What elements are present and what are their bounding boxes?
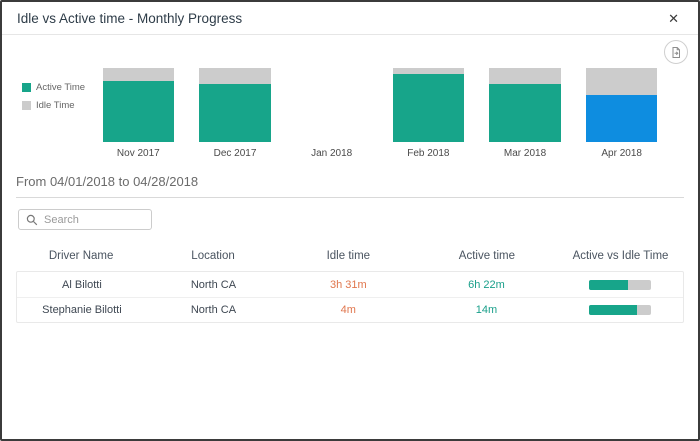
chart-bars: Nov 2017 Dec 2017 Jan 2018 Feb 2018 Mar 2018…: [90, 68, 670, 159]
column-header: Active time: [458, 250, 516, 262]
active-fill: [588, 305, 638, 315]
category-label: Dec 2017: [213, 148, 257, 159]
idle-time-cell: 3h 31m: [329, 278, 367, 291]
active-vs-idle-bar: [588, 305, 651, 315]
chart-column: Feb 2018: [380, 68, 477, 159]
idle-time-cell: 4m: [340, 304, 356, 316]
dialog-header: Idle vs Active time - Monthly Progress ✕: [2, 2, 698, 35]
chart-column: Apr 2018: [573, 68, 670, 159]
dialog-title: Idle vs Active time - Monthly Progress: [17, 10, 243, 26]
idle-segment: [489, 68, 561, 85]
table-header: Driver Name Location Idle time Active time A…: [16, 246, 684, 271]
table-row[interactable]: Al Bilotti North CA 3h 31m 6h 22m: [17, 272, 683, 297]
bar-area: [187, 68, 284, 142]
driver-name-cell: Stephanie Bilotti: [42, 304, 122, 316]
active-time-cell: 6h 22m: [468, 278, 505, 291]
table-body: Al Bilotti North CA 3h 31m 6h 22m Stephanie …: [16, 271, 684, 323]
category-label: Mar 2018: [503, 148, 547, 159]
bar-area: [283, 68, 380, 142]
period-divider: [16, 197, 684, 198]
bar-nov-2017[interactable]: [102, 68, 175, 142]
chart-column: Dec 2017: [187, 68, 284, 159]
category-label: Jan 2018: [311, 148, 353, 159]
location-cell: North CA: [190, 278, 237, 291]
search-box[interactable]: [18, 209, 152, 230]
active-vs-idle-cell: [556, 279, 683, 290]
export-report-button[interactable]: [664, 40, 688, 64]
bar-area: [380, 68, 477, 142]
export-report-icon: [672, 46, 680, 58]
toolbar: [2, 35, 698, 64]
idle-segment: [199, 68, 271, 85]
legend-swatch: [22, 83, 31, 92]
close-icon[interactable]: ✕: [668, 10, 679, 26]
legend-label: Active Time: [36, 82, 86, 93]
active-segment: [585, 94, 658, 142]
active-time-cell: 14m: [475, 304, 498, 316]
active-segment: [102, 80, 175, 142]
bar-area: [477, 68, 574, 142]
bar-area: [90, 68, 187, 142]
chart-column: Jan 2018: [283, 68, 380, 159]
active-vs-idle-cell: [556, 305, 683, 315]
category-label: Nov 2017: [116, 148, 160, 159]
idle-segment: [585, 68, 658, 95]
drivers-table: Driver Name Location Idle time Active time A…: [16, 246, 684, 323]
period-section: From 04/01/2018 to 04/28/2018: [16, 174, 684, 198]
legend-label: Idle Time: [36, 100, 75, 111]
bar-mar-2018[interactable]: [489, 68, 561, 142]
bar-feb-2018[interactable]: [392, 68, 465, 142]
column-header: Location: [191, 250, 235, 262]
search-input[interactable]: [44, 213, 144, 226]
active-segment: [392, 73, 465, 142]
active-vs-idle-bar: [588, 279, 651, 290]
legend-swatch: [22, 101, 31, 110]
bar-apr-2018[interactable]: [585, 68, 658, 142]
chart-column: Nov 2017: [90, 68, 187, 159]
bar-dec-2017[interactable]: [199, 68, 271, 142]
chart-column: Mar 2018: [477, 68, 574, 159]
category-label: Apr 2018: [601, 148, 642, 159]
legend-item-active[interactable]: Active Time: [22, 82, 90, 93]
legend-item-idle[interactable]: Idle Time: [22, 100, 90, 111]
idle-segment: [102, 68, 175, 81]
driver-name-cell: Al Bilotti: [62, 278, 102, 291]
search-icon: [26, 214, 38, 225]
chart-legend: Active Time Idle Time: [22, 68, 90, 159]
period-label: From 04/01/2018 to 04/28/2018: [16, 174, 199, 189]
bar-area: [573, 68, 670, 142]
active-segment: [489, 84, 561, 142]
active-segment: [199, 84, 271, 142]
column-header: Idle time: [326, 250, 371, 262]
table-row[interactable]: Stephanie Bilotti North CA 4m 14m: [17, 297, 683, 322]
active-fill: [588, 279, 629, 290]
location-cell: North CA: [190, 304, 237, 316]
category-label: Feb 2018: [407, 148, 450, 159]
idle-segment: [392, 68, 465, 74]
column-header: Active vs Idle Time: [572, 250, 669, 262]
column-header: Driver Name: [48, 250, 114, 262]
monthly-progress-chart: Active Time Idle Time Nov 2017 Dec 2017 Jan…: [22, 68, 670, 159]
